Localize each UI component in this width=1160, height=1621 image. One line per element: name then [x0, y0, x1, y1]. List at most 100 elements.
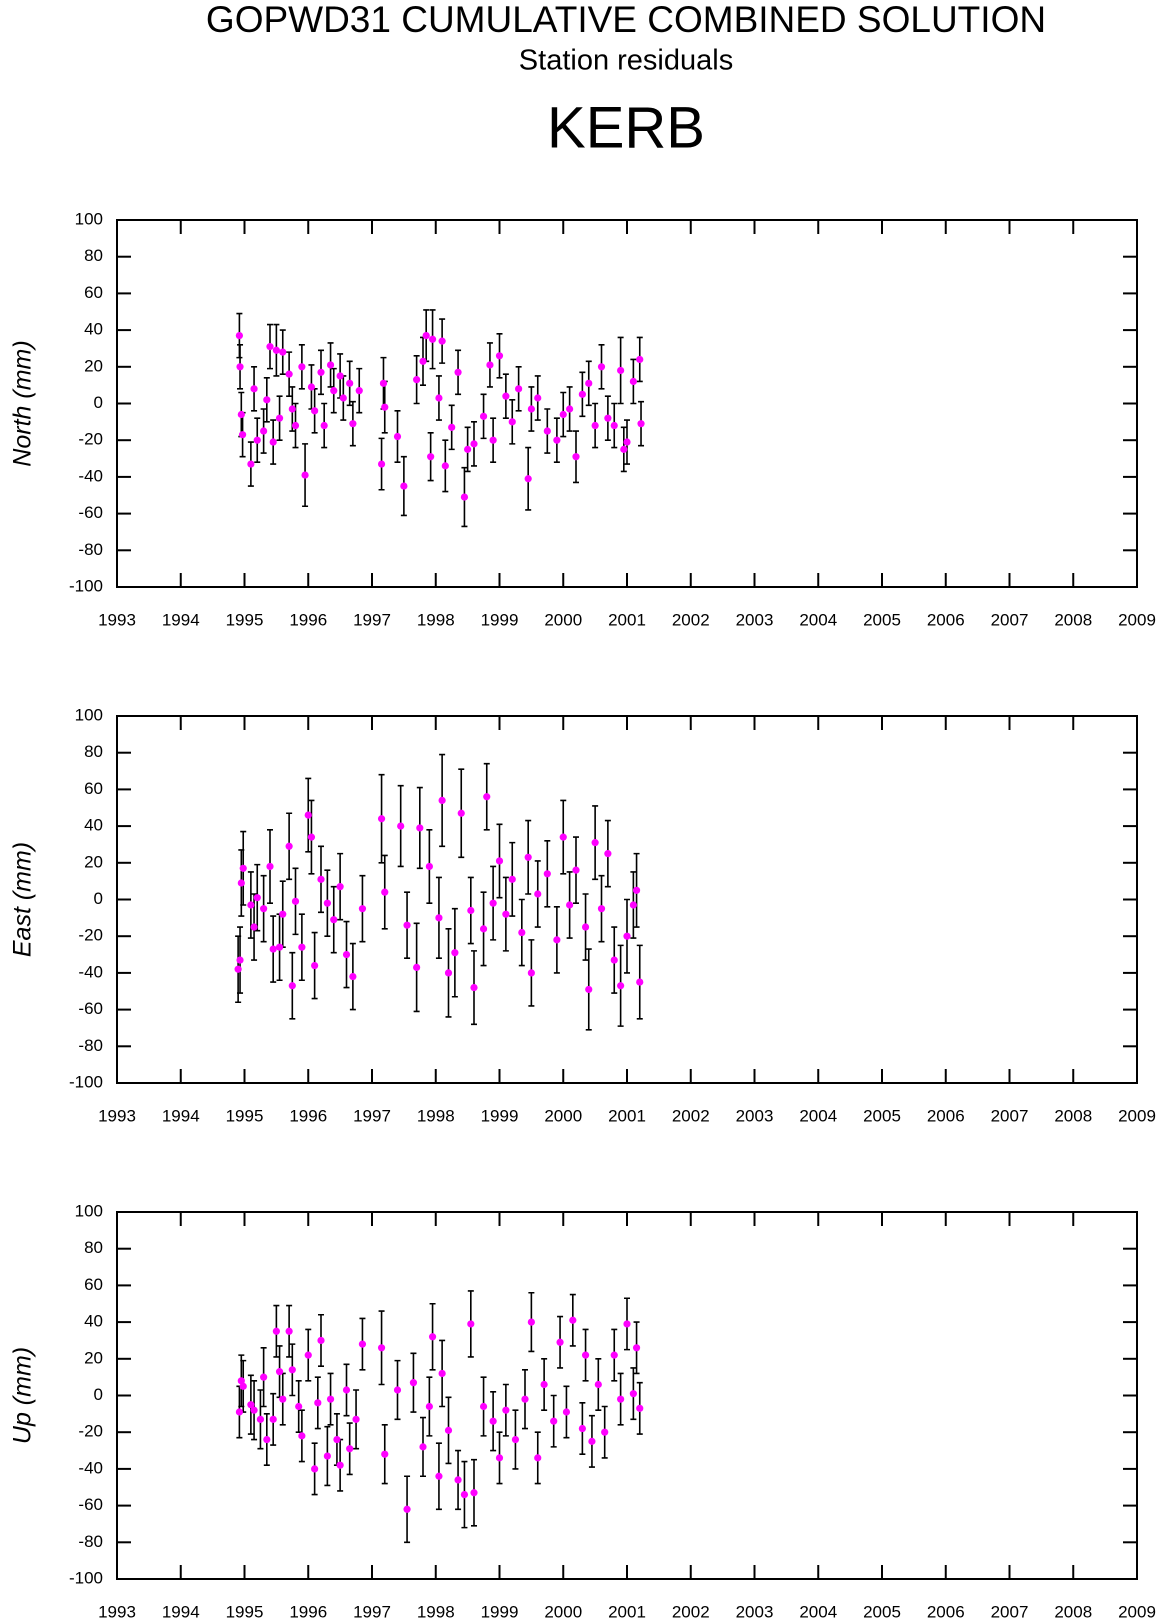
data-point [636, 355, 644, 364]
data-point [323, 899, 331, 907]
data-point [393, 432, 402, 441]
x-tick-label: 2007 [991, 1106, 1029, 1125]
y-tick-label: 80 [84, 742, 103, 761]
data-point [588, 1437, 596, 1445]
data-point [572, 453, 580, 461]
data-point [393, 1386, 402, 1394]
data-point [451, 949, 459, 957]
data-point [495, 1454, 504, 1462]
data-point [266, 343, 274, 351]
y-tick-label: 100 [75, 705, 103, 724]
data-point [381, 403, 389, 411]
data-point [460, 493, 469, 501]
data-point [298, 943, 306, 951]
x-tick-label: 2002 [672, 1106, 710, 1125]
data-point [317, 368, 325, 376]
data-point [489, 899, 497, 907]
data-point [617, 366, 625, 375]
x-tick-label: 2009 [1118, 1106, 1156, 1125]
y-tick-label: 40 [84, 1312, 103, 1331]
data-point [578, 1424, 586, 1433]
data-point [438, 337, 446, 345]
data-point [585, 379, 593, 387]
data-point [238, 431, 247, 439]
data-point [578, 390, 586, 398]
data-point [623, 1320, 631, 1328]
data-point [239, 1382, 247, 1390]
data-point [448, 423, 456, 431]
data-point [275, 1368, 284, 1376]
x-tick-label: 1999 [481, 1602, 519, 1621]
y-tick-label: 40 [84, 816, 103, 835]
x-tick-label: 1993 [98, 1106, 136, 1125]
data-point [346, 1445, 354, 1453]
data-point [470, 983, 478, 992]
x-tick-label: 2007 [991, 1602, 1029, 1621]
data-point [427, 453, 435, 461]
y-tick-label: 80 [84, 1238, 103, 1257]
data-point [279, 1395, 287, 1403]
data-point [342, 1386, 351, 1394]
data-point [572, 866, 580, 874]
y-tick-label: -100 [69, 1568, 103, 1587]
data-point [234, 965, 242, 973]
x-tick-label: 1995 [226, 610, 264, 629]
data-point [617, 1395, 625, 1403]
data-point [483, 793, 491, 801]
data-point [470, 1489, 478, 1497]
data-point [479, 1402, 488, 1411]
data-point [435, 914, 443, 922]
data-point [355, 387, 363, 395]
data-point [460, 1490, 469, 1499]
data-point [235, 1408, 243, 1416]
data-point [336, 1461, 344, 1469]
data-point [409, 1379, 418, 1387]
data-point [419, 357, 427, 365]
data-point [524, 853, 532, 861]
data-point [381, 888, 389, 896]
x-tick-label: 2005 [863, 1106, 901, 1125]
data-point [349, 972, 357, 981]
data-point [317, 1336, 325, 1345]
data-point [489, 436, 497, 444]
data-point [291, 897, 300, 905]
data-point [524, 475, 532, 483]
x-tick-label: 2000 [544, 610, 582, 629]
data-point [333, 1435, 341, 1444]
data-point [250, 923, 258, 931]
data-point [444, 1426, 453, 1434]
x-tick-label: 2009 [1118, 1602, 1156, 1621]
x-tick-label: 1998 [417, 1106, 455, 1125]
data-point [288, 982, 296, 990]
data-point [260, 427, 268, 435]
data-point [617, 982, 625, 990]
data-point [527, 969, 535, 977]
data-point [275, 414, 284, 422]
x-tick-label: 1994 [162, 610, 200, 629]
data-point [566, 901, 574, 909]
y-tick-label: 0 [94, 889, 103, 908]
data-point [304, 1351, 312, 1359]
y-tick-label: 100 [75, 209, 103, 228]
x-tick-label: 1998 [417, 610, 455, 629]
data-point [438, 796, 446, 805]
data-point [550, 1417, 558, 1425]
data-point [623, 438, 631, 446]
x-tick-label: 2008 [1054, 1106, 1092, 1125]
data-point [486, 361, 494, 369]
data-point [454, 368, 462, 376]
data-point [527, 1318, 535, 1326]
y-tick-label: -60 [78, 503, 103, 522]
station-name: KERB [547, 95, 705, 160]
data-point [237, 879, 245, 887]
data-point [470, 440, 478, 448]
data-point [441, 462, 449, 470]
data-point [272, 1327, 280, 1335]
data-point [301, 471, 309, 479]
y-tick-label: 80 [84, 246, 103, 265]
data-point [521, 1395, 529, 1403]
data-point [253, 436, 261, 444]
data-point [279, 348, 287, 356]
data-point [428, 1333, 437, 1341]
